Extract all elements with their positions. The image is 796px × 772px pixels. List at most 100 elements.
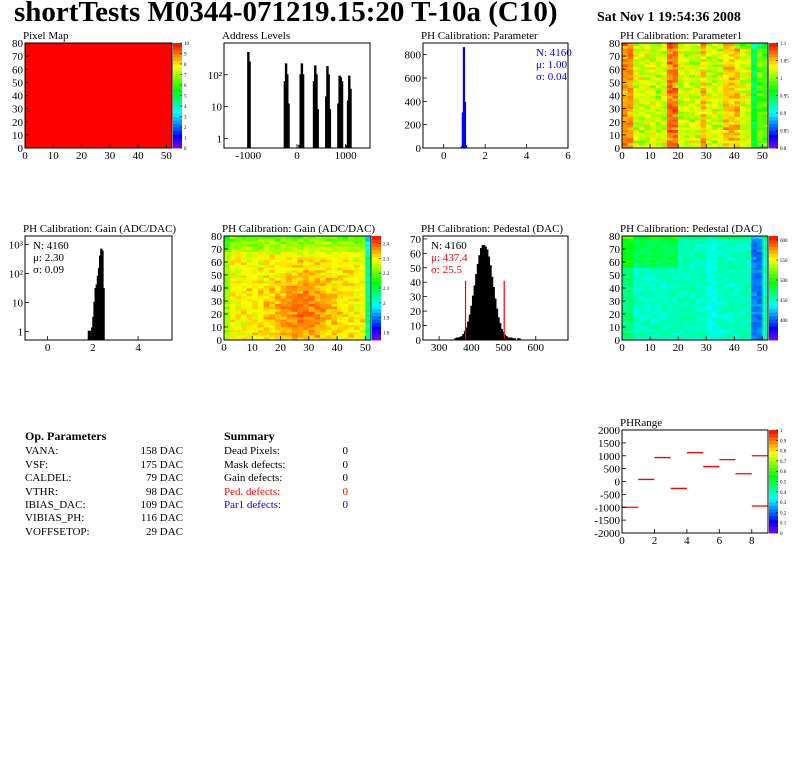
heatmap-cell [717,280,724,284]
heatmap-cell [252,243,259,247]
heatmap-cell [160,129,167,133]
heatmap-cell [25,71,32,75]
heatmap-cell [166,43,173,47]
heatmap-cell [257,277,264,281]
palette-step [769,95,778,100]
heatmap-cell [689,316,696,320]
heatmap-cell [622,251,629,255]
heatmap-cell [274,246,281,250]
heatmap-cell [661,61,668,65]
heatmap-cell [92,92,99,96]
heatmap-cell [155,64,162,68]
heatmap-cell [354,314,361,317]
heatmap-cell [92,119,99,123]
heatmap-cell [280,282,287,286]
heatmap-cell [297,327,304,330]
heatmap-cell [47,121,54,125]
heatmap-cell [650,108,657,112]
heatmap-cell [308,311,315,315]
heatmap-cell [739,243,746,247]
heatmap-cell [115,142,122,146]
heatmap-cell [337,321,344,325]
heatmap-cell [274,293,281,297]
heatmap-cell [751,246,758,250]
heatmap-cell [229,267,236,271]
heatmap-cell [734,137,741,141]
heatmap-cell [706,137,713,141]
heatmap-cell [666,332,673,336]
heatmap-cell [280,329,287,333]
heatmap-cell [291,303,298,307]
heatmap-cell [64,142,71,146]
heatmap-cell [756,337,763,341]
heatmap-cell [263,241,270,245]
heatmap-cell [246,321,253,325]
heatmap-cell [672,236,679,239]
heatmap-cell [331,298,338,302]
heatmap-cell [706,45,713,49]
heatmap-cell [280,327,287,330]
heatmap-cell [274,301,281,304]
heatmap-cell [723,329,730,333]
heatmap-cell [728,238,735,242]
heatmap-cell [263,249,270,252]
heatmap-cell [166,142,173,146]
heatmap-cell [655,56,662,60]
heatmap-cell [64,66,71,70]
heatmap-cell [666,134,673,138]
heatmap-cell [30,69,37,73]
heatmap-cell [622,103,629,107]
heatmap-cell [81,142,88,146]
heatmap-cell [655,69,662,73]
heatmap-cell [762,256,769,260]
heatmap-cell [739,282,746,286]
heatmap-cell [666,280,673,284]
heatmap-cell [263,306,270,310]
heatmap-cell [246,311,253,315]
heatmap-cell [644,249,651,252]
heatmap-cell [75,121,82,125]
heatmap-cell [75,90,82,94]
heatmap-cell [672,290,679,294]
heatmap-cell [121,77,128,81]
heatmap-cell [711,259,718,263]
heatmap-cell [672,108,679,112]
heatmap-cell [638,134,645,138]
heatmap-cell [25,142,32,146]
heatmap-cell [762,243,769,247]
heatmap-cell [762,90,769,94]
heatmap-cell [286,282,293,286]
x-tick-label: 6 [717,535,723,547]
heatmap-cell [224,280,231,284]
heatmap-cell [87,142,94,146]
heatmap-cell [734,43,741,47]
heatmap-cell [633,134,640,138]
heatmap-cell [678,332,685,336]
heatmap-cell [723,79,730,83]
heatmap-cell [734,321,741,325]
heatmap-cell [36,53,43,57]
heatmap-cell [337,272,344,276]
heatmap-cell [661,254,668,258]
heatmap-cell [126,53,133,57]
heatmap-cell [627,293,634,297]
palette-step [769,92,778,96]
heatmap-cell [104,121,111,125]
heatmap-cell [644,311,651,315]
y-tick-label: 70 [12,51,24,63]
heatmap-cell [115,82,122,86]
heatmap-cell [280,321,287,325]
heatmap-cell [633,295,640,299]
heatmap-cell [734,293,741,297]
heatmap-cell [734,82,741,86]
heatmap-cell [348,321,355,325]
palette-step [173,50,182,54]
heatmap-cell [756,111,763,115]
heatmap-cell [235,288,242,291]
heatmap-cell [633,246,640,250]
heatmap-cell [331,256,338,260]
heatmap-cell [41,111,49,115]
heatmap-cell [257,308,264,312]
heatmap-cell [678,134,685,138]
heatmap-cell [756,61,763,65]
